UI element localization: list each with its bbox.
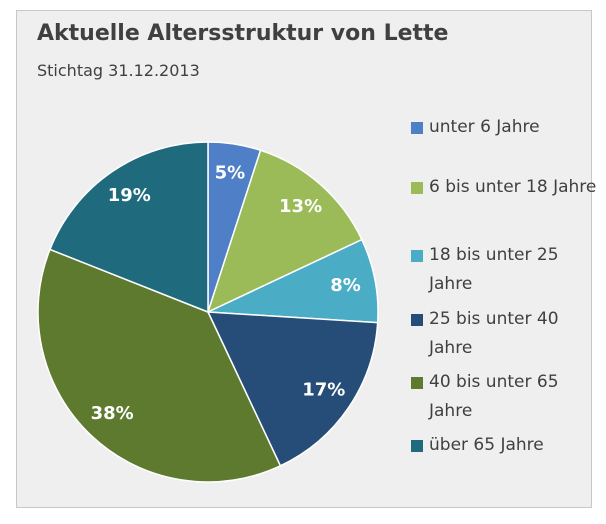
chart-panel: Aktuelle Altersstruktur von Lette Sticht… [16,10,596,508]
legend-item: 6 bis unter 18 Jahre [409,173,599,202]
legend-swatch [411,182,423,194]
legend-item: unter 6 Jahre [409,113,599,142]
legend-swatch [411,314,423,326]
legend-swatch [411,122,423,134]
data-label: 38% [91,403,134,424]
legend-item: 25 bis unter 40 Jahre [409,305,599,363]
pie-slice [48,141,209,314]
chart-subtitle: Stichtag 31.12.2013 [37,61,200,80]
legend-item: 18 bis unter 25 Jahre [409,241,599,299]
legend-swatch [411,377,423,389]
legend-label: unter 6 Jahre [429,117,540,137]
legend-label: 25 bis unter 40 Jahre [429,309,559,358]
data-label: 17% [302,380,345,401]
pie-slice [206,149,363,314]
legend-item: 40 bis unter 65 Jahre [409,368,599,426]
data-label: 8% [330,275,361,296]
legend-label: 18 bis unter 25 Jahre [429,245,559,294]
pie-slice [206,311,379,467]
data-label: 5% [215,163,246,184]
legend-item: über 65 Jahre [409,431,599,460]
legend-swatch [411,440,423,452]
pie-slice [37,248,282,483]
chart-title: Aktuelle Altersstruktur von Lette [37,21,449,46]
pie-chart: 5% 13% 8% 17% 38% 19% [37,141,379,483]
legend-label: 40 bis unter 65 Jahre [429,372,559,421]
legend-label: 6 bis unter 18 Jahre [429,177,597,197]
data-label: 13% [279,196,322,217]
legend-swatch [411,250,423,262]
data-label: 19% [108,185,151,206]
legend-label: über 65 Jahre [429,435,544,455]
